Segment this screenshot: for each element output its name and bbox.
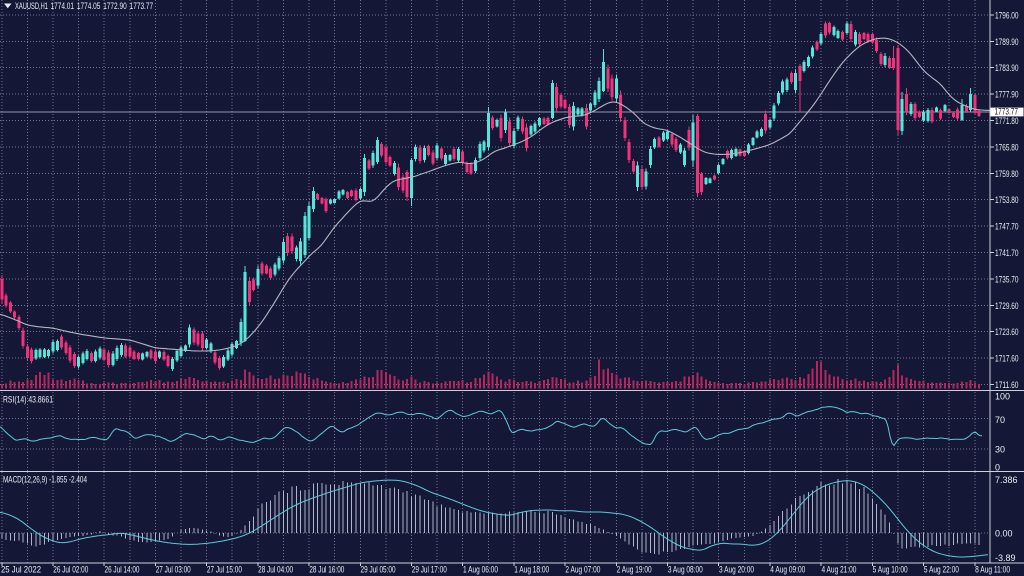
svg-text:1753.80: 1753.80	[995, 195, 1019, 205]
svg-text:1741.70: 1741.70	[995, 248, 1019, 258]
svg-text:30: 30	[995, 444, 1005, 454]
svg-text:3 Aug 08:00: 3 Aug 08:00	[668, 565, 703, 575]
svg-text:1747.70: 1747.70	[995, 222, 1019, 232]
svg-text:8 Aug 11:00: 8 Aug 11:00	[975, 565, 1010, 575]
svg-text:MACD(12,26,9) -1.855 -2.404: MACD(12,26,9) -1.855 -2.404	[3, 474, 87, 484]
svg-text:2 Aug 19:00: 2 Aug 19:00	[617, 565, 652, 575]
svg-text:5 Aug 10:00: 5 Aug 10:00	[873, 565, 908, 575]
svg-text:100: 100	[995, 391, 1010, 401]
svg-text:1 Aug 06:00: 1 Aug 06:00	[463, 565, 498, 575]
svg-text:29 Jul 05:00: 29 Jul 05:00	[361, 565, 396, 575]
svg-text:27 Jul 15:00: 27 Jul 15:00	[207, 565, 242, 575]
svg-text:RSI(14) 43.8661: RSI(14) 43.8661	[3, 394, 53, 404]
svg-text:1774.01: 1774.01	[51, 1, 75, 11]
svg-text:1796.00: 1796.00	[995, 10, 1019, 20]
svg-text:0: 0	[995, 462, 1000, 472]
svg-text:29 Jul 17:00: 29 Jul 17:00	[412, 565, 447, 575]
svg-text:1771.80: 1771.80	[995, 116, 1019, 126]
svg-text:27 Jul 03:00: 27 Jul 03:00	[156, 565, 191, 575]
svg-text:1773.77: 1773.77	[995, 107, 1019, 117]
svg-text:1723.60: 1723.60	[995, 327, 1019, 337]
svg-text:70: 70	[995, 415, 1005, 425]
svg-text:26 Jul 14:00: 26 Jul 14:00	[105, 565, 140, 575]
svg-text:-3.89: -3.89	[995, 553, 1016, 563]
svg-text:4 Aug 09:00: 4 Aug 09:00	[770, 565, 805, 575]
svg-text:1717.60: 1717.60	[995, 354, 1019, 364]
svg-text:1772.90: 1772.90	[103, 1, 127, 11]
svg-text:0.00: 0.00	[995, 529, 1013, 539]
svg-text:1 Aug 18:00: 1 Aug 18:00	[514, 565, 549, 575]
svg-text:1711.60: 1711.60	[995, 380, 1019, 390]
svg-text:1789.90: 1789.90	[995, 37, 1019, 47]
svg-text:1759.80: 1759.80	[995, 169, 1019, 179]
svg-text:7.386: 7.386	[995, 475, 1018, 485]
svg-text:26 Jul 02:00: 26 Jul 02:00	[53, 565, 88, 575]
svg-text:5 Aug 22:00: 5 Aug 22:00	[924, 565, 959, 575]
svg-text:1783.90: 1783.90	[995, 63, 1019, 73]
svg-text:3 Aug 20:00: 3 Aug 20:00	[719, 565, 754, 575]
svg-text:4 Aug 21:00: 4 Aug 21:00	[821, 565, 856, 575]
svg-text:2 Aug 07:00: 2 Aug 07:00	[565, 565, 600, 575]
svg-text:25 Jul 2022: 25 Jul 2022	[1, 565, 41, 575]
svg-text:1765.80: 1765.80	[995, 142, 1019, 152]
svg-text:XAUUSD,H1: XAUUSD,H1	[15, 1, 48, 11]
svg-text:1729.60: 1729.60	[995, 301, 1019, 311]
svg-text:1735.70: 1735.70	[995, 274, 1019, 284]
svg-text:1777.90: 1777.90	[995, 90, 1019, 100]
svg-text:1774.05: 1774.05	[77, 1, 101, 11]
svg-text:28 Jul 16:00: 28 Jul 16:00	[309, 565, 344, 575]
svg-text:28 Jul 04:00: 28 Jul 04:00	[258, 565, 293, 575]
svg-text:1773.77: 1773.77	[130, 1, 154, 11]
